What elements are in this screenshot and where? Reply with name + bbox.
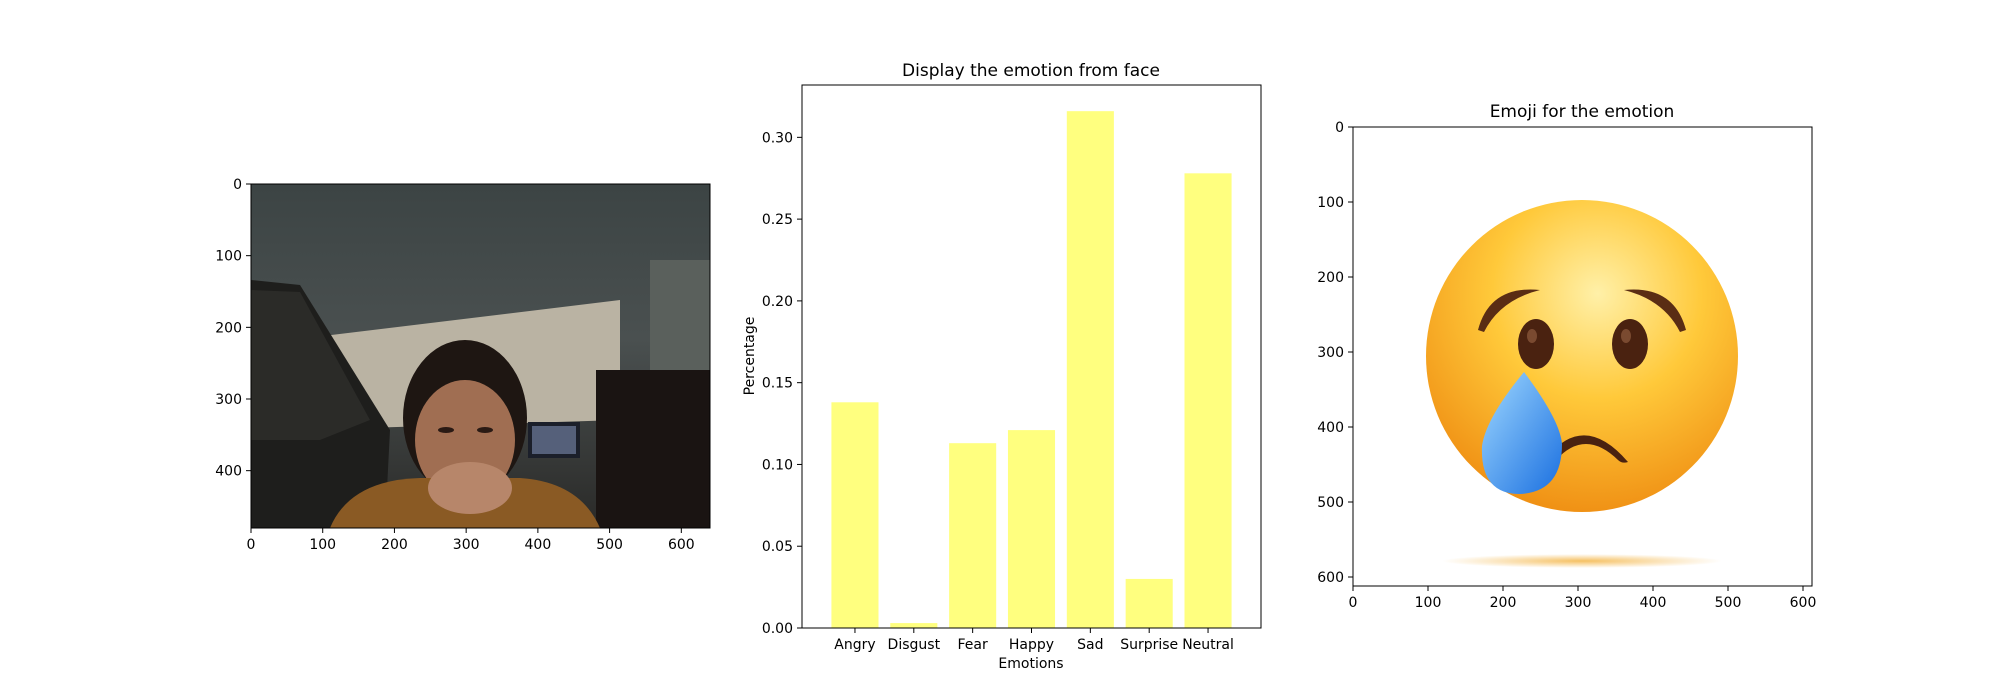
emoji-x-tick-label: 400 — [1640, 595, 1667, 611]
photo-y-axis: 0 100 200 300 400 — [215, 177, 251, 480]
y-tick-label: 0.00 — [762, 621, 793, 637]
bar-chart-panel: Display the emotion from face Angry Disgu… — [742, 61, 1262, 672]
photo-x-axis: 0 100 200 300 400 500 600 — [247, 528, 695, 553]
emoji-x-tick-label: 200 — [1490, 595, 1517, 611]
emoji-y-tick-label: 100 — [1317, 195, 1344, 211]
emoji-x-tick-label: 100 — [1415, 595, 1442, 611]
chart-title: Display the emotion from face — [902, 61, 1160, 81]
bar-sad — [1066, 111, 1114, 628]
photo-frame — [250, 183, 711, 529]
x-tick-label-fear: Fear — [958, 637, 988, 653]
emoji-title: Emoji for the emotion — [1490, 102, 1675, 122]
x-tick-label-sad: Sad — [1077, 637, 1103, 653]
emoji-y-tick-label: 0 — [1335, 120, 1344, 136]
emoji-y-tick-label: 600 — [1317, 570, 1344, 586]
photo-panel: 0 100 200 300 400 500 600 0 100 200 300 400 — [215, 177, 711, 553]
photo-x-tick-label: 300 — [453, 537, 480, 553]
y-tick-label: 0.10 — [762, 457, 793, 473]
bar-series — [831, 111, 1232, 628]
photo-x-tick-label: 100 — [309, 537, 336, 553]
x-axis-label: Emotions — [998, 656, 1063, 672]
chart-x-axis: Angry Disgust Fear Happy Sad Surprise Neutral — [834, 628, 1234, 653]
y-tick-label: 0.05 — [762, 539, 793, 555]
x-tick-label-angry: Angry — [834, 637, 875, 653]
x-tick-label-happy: Happy — [1009, 637, 1054, 653]
emoji-frame — [1352, 126, 1813, 587]
emoji-y-axis: 0 100 200 300 400 500 600 — [1317, 120, 1353, 586]
sad-crying-face-emoji — [1426, 200, 1738, 568]
chart-y-axis: 0.00 0.05 0.10 0.15 0.20 0.25 0.30 — [762, 130, 802, 637]
emoji-y-tick-label: 500 — [1317, 495, 1344, 511]
tear-drop-icon — [1481, 372, 1562, 494]
emoji-panel: Emoji for the emotion 0 100 200 300 400 500 60… — [1317, 102, 1816, 611]
y-tick-label: 0.25 — [762, 212, 793, 228]
emoji-y-tick-label: 200 — [1317, 270, 1344, 286]
x-tick-label-surprise: Surprise — [1120, 637, 1178, 653]
emoji-x-tick-label: 0 — [1349, 595, 1358, 611]
photo-y-tick-label: 100 — [215, 249, 242, 265]
bar-surprise — [1125, 578, 1173, 628]
bar-angry — [831, 402, 879, 628]
bar-disgust — [890, 623, 938, 628]
bar-happy — [1007, 430, 1056, 628]
emoji-y-tick-label: 300 — [1317, 345, 1344, 361]
y-tick-label: 0.30 — [762, 130, 793, 146]
photo-x-tick-label: 0 — [247, 537, 256, 553]
y-tick-label: 0.20 — [762, 294, 793, 310]
emoji-x-axis: 0 100 200 300 400 500 600 — [1349, 586, 1817, 611]
photo-x-tick-label: 600 — [668, 537, 695, 553]
emoji-x-tick-label: 600 — [1790, 595, 1817, 611]
x-tick-label-neutral: Neutral — [1182, 637, 1234, 653]
bar-neutral — [1184, 173, 1232, 628]
photo-x-tick-label: 200 — [381, 537, 408, 553]
emoji-y-tick-label: 400 — [1317, 420, 1344, 436]
photo-y-tick-label: 200 — [215, 320, 242, 336]
photo-y-tick-label: 400 — [215, 464, 242, 480]
emoji-x-tick-label: 500 — [1715, 595, 1742, 611]
webcam-photo — [251, 184, 710, 528]
emoji-x-tick-label: 300 — [1565, 595, 1592, 611]
bar-fear — [949, 443, 997, 628]
x-tick-label-disgust: Disgust — [888, 637, 941, 653]
photo-y-tick-label: 0 — [233, 177, 242, 193]
y-axis-label: Percentage — [742, 317, 758, 396]
photo-y-tick-label: 300 — [215, 392, 242, 408]
y-tick-label: 0.15 — [762, 376, 793, 392]
photo-x-tick-label: 400 — [525, 537, 552, 553]
photo-x-tick-label: 500 — [596, 537, 623, 553]
